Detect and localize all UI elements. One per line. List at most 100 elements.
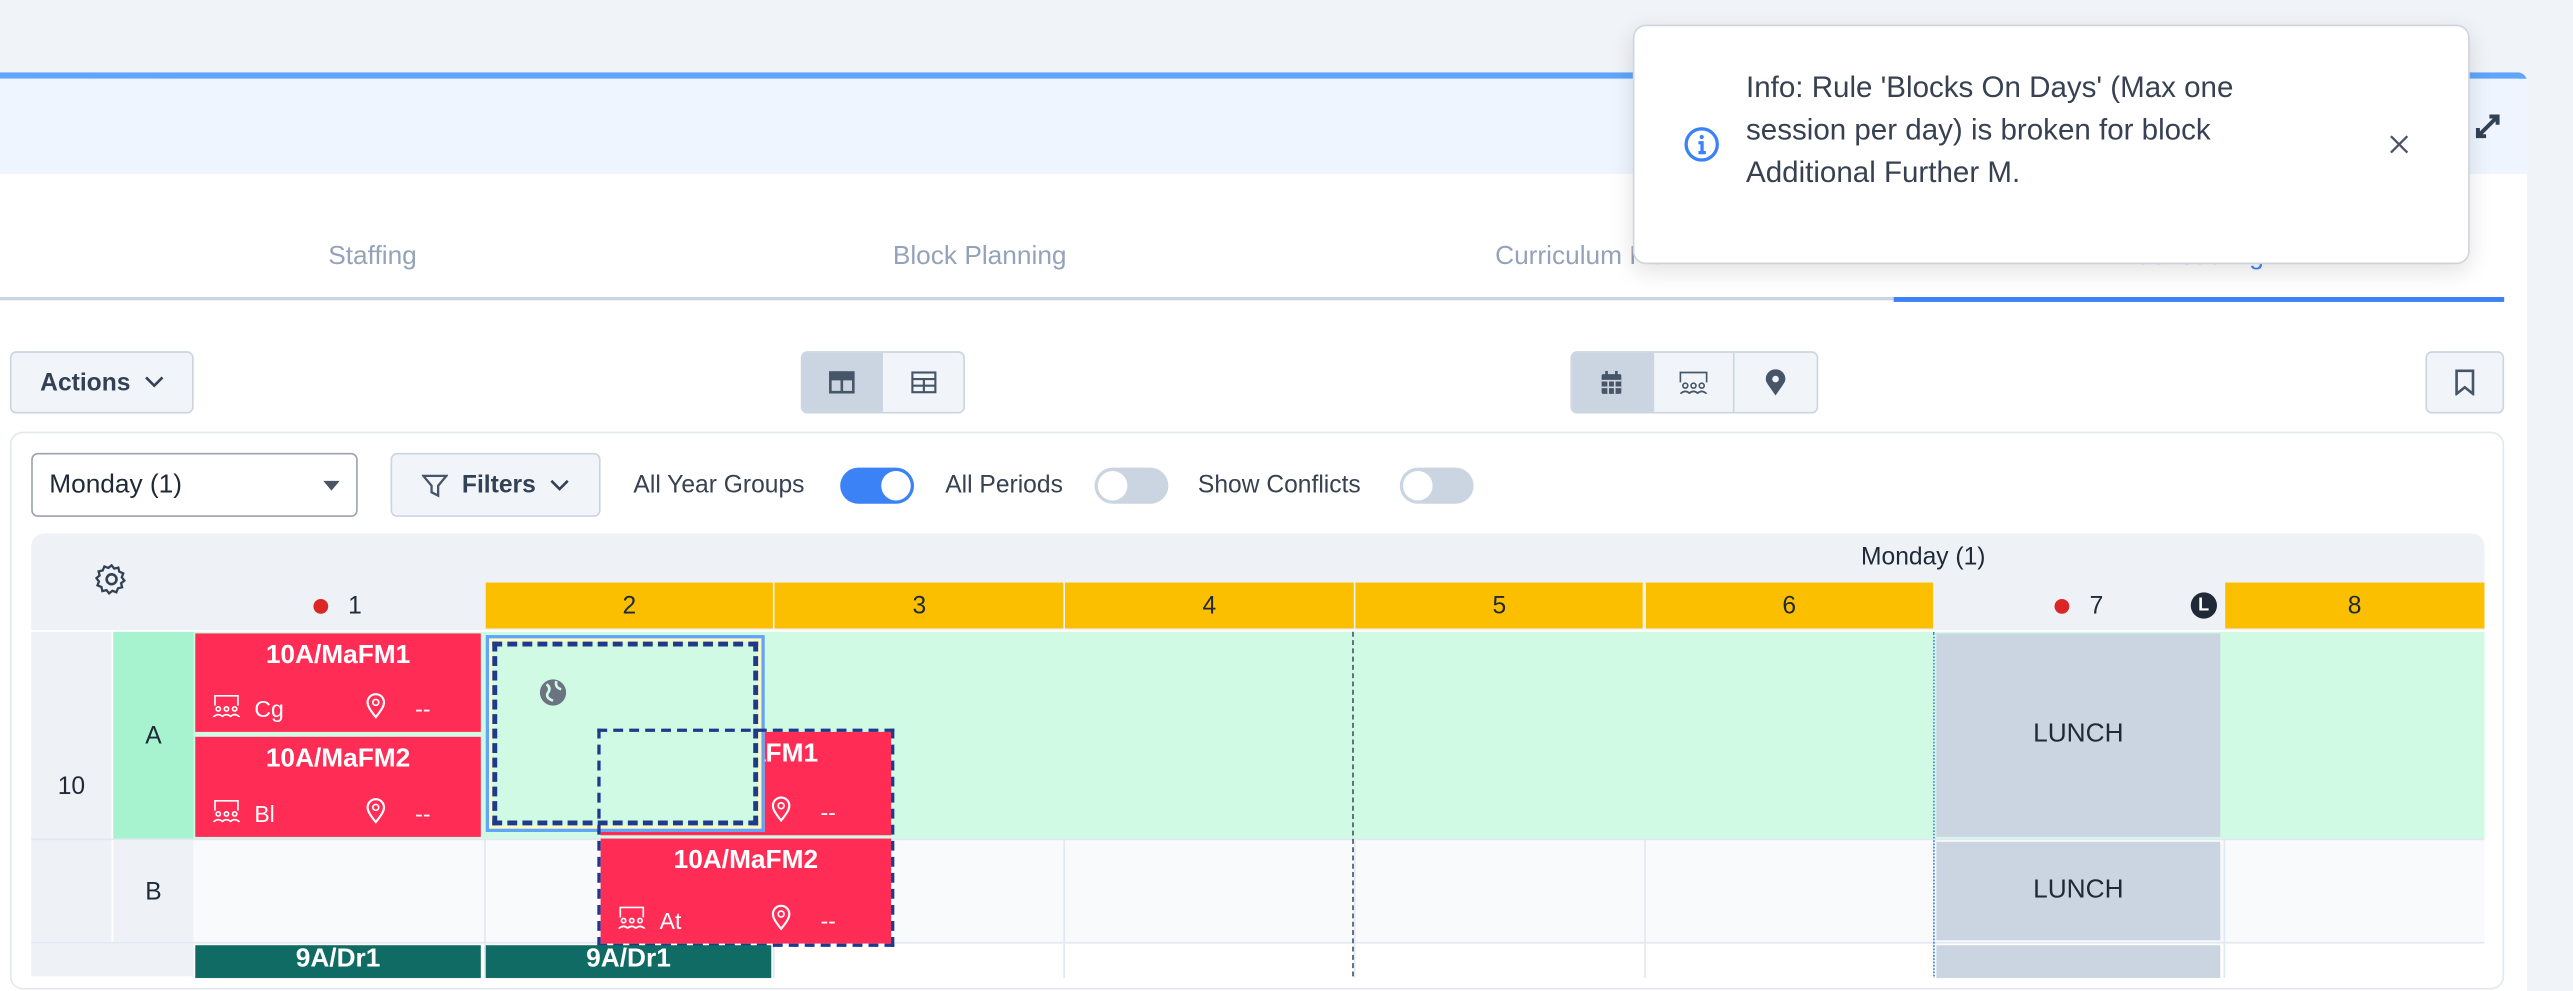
session-group: At: [659, 906, 682, 933]
day-select[interactable]: Monday (1): [31, 452, 358, 517]
period-header-2: 2: [485, 582, 774, 629]
grid-line: [1643, 840, 1646, 979]
grid-view-button[interactable]: [802, 352, 883, 412]
period-header-5: 5: [1355, 582, 1644, 629]
calendar-icon: [1602, 370, 1622, 394]
lunch-divider: [1933, 631, 1935, 977]
map-pin-icon: [1765, 369, 1786, 396]
mode-toggle[interactable]: [1570, 351, 1819, 414]
filters-button[interactable]: Filters: [390, 452, 601, 517]
session-card-next[interactable]: 9A/Dr1: [195, 945, 481, 979]
session-room: --: [820, 906, 836, 933]
map-pin-icon: [771, 796, 791, 827]
session-room: --: [415, 799, 431, 827]
table-alt-icon: [910, 371, 936, 394]
period-label: 7: [2089, 591, 2104, 620]
class-group-icon: [1679, 371, 1708, 394]
grid-line: [483, 840, 486, 979]
session-room: --: [415, 694, 431, 722]
session-title: 10A/MaFM2: [673, 846, 819, 875]
lunch-cell-a: LUNCH: [1936, 633, 2221, 837]
all-year-groups-label: All Year Groups: [633, 470, 805, 499]
tab-block-planning[interactable]: Block Planning: [892, 242, 1067, 271]
period-header-1: 1: [193, 582, 482, 629]
grid-line: [1063, 840, 1066, 979]
active-tab-indicator: [1893, 297, 2505, 302]
layout-toggle[interactable]: [800, 351, 965, 414]
bookmark-button[interactable]: [2425, 351, 2505, 414]
lunch-cell-b: LUNCH: [1936, 841, 2221, 941]
groups-mode-button[interactable]: [1654, 352, 1736, 412]
grid-line: [31, 838, 2485, 841]
filters-label: Filters: [461, 470, 536, 499]
caret-down-icon: [323, 480, 340, 499]
close-icon[interactable]: [2389, 135, 2409, 155]
tab-divider: [0, 297, 2505, 301]
conflict-dot-icon: [2055, 598, 2070, 613]
all-periods-label: All Periods: [945, 470, 1063, 499]
session-card[interactable]: 10A/MaFM1 Cg --: [195, 633, 481, 732]
all-periods-toggle[interactable]: [1094, 467, 1169, 504]
toast-message: Info: Rule 'Blocks On Days' (Max one ses…: [1746, 70, 2234, 189]
lunch-cell-next: [1936, 945, 2221, 979]
info-toast: Info: Rule 'Blocks On Days' (Max one ses…: [1632, 24, 2470, 265]
period-label: 3: [912, 591, 927, 620]
period-label: 2: [622, 591, 637, 620]
calendar-mode-button[interactable]: [1572, 352, 1654, 412]
period-header-6: 6: [1645, 582, 1934, 629]
session-group: Bl: [254, 799, 275, 827]
session-room: --: [820, 798, 836, 825]
row-label-a: A: [113, 631, 194, 839]
globe-icon: [539, 679, 567, 706]
grid-line: [1353, 840, 1356, 979]
class-group-icon: [212, 799, 242, 827]
grid-line: [31, 941, 2485, 944]
session-title: 10A/MaFM1: [265, 641, 411, 670]
divider-line: [1352, 631, 1354, 977]
all-year-groups-toggle[interactable]: [840, 467, 915, 504]
info-icon: [1684, 127, 1719, 162]
map-pin-icon: [366, 693, 386, 724]
period-label: 4: [1202, 591, 1217, 620]
session-card[interactable]: 10A/MaFM2 At --: [600, 838, 892, 944]
period-label: 8: [2347, 591, 2362, 620]
period-label: 1: [348, 591, 362, 620]
session-card-next[interactable]: 9A/Dr1: [485, 945, 772, 979]
period-header-8: 8: [2225, 582, 2485, 629]
year-label: 10: [31, 631, 112, 942]
lunch-badge-icon: L: [2190, 592, 2217, 619]
show-conflicts-label: Show Conflicts: [1197, 470, 1361, 499]
day-select-value: Monday (1): [49, 470, 183, 499]
map-pin-icon: [366, 798, 386, 829]
tab-staffing[interactable]: Staffing: [328, 242, 417, 271]
rooms-mode-button[interactable]: [1735, 353, 1816, 412]
next-year-label: [31, 943, 194, 977]
map-pin-icon: [771, 904, 791, 935]
actions-label: Actions: [40, 368, 131, 397]
session-title: 10A/MaFM2: [265, 745, 411, 773]
dragged-sessions[interactable]: [597, 728, 895, 947]
class-group-icon: [212, 694, 242, 722]
drop-target[interactable]: [485, 635, 765, 832]
actions-button[interactable]: Actions: [9, 351, 194, 414]
period-header-3: 3: [775, 582, 1064, 629]
table-icon: [829, 371, 855, 394]
day-header: Monday (1): [1860, 543, 1986, 572]
grid-settings-icon[interactable]: [94, 563, 128, 604]
session-group: Cg: [254, 694, 284, 722]
show-conflicts-toggle[interactable]: [1399, 467, 1474, 504]
period-label: 6: [1782, 591, 1797, 620]
class-group-icon: [617, 906, 647, 934]
list-view-button[interactable]: [883, 353, 963, 412]
grid-line: [2223, 840, 2226, 979]
bookmark-icon: [2455, 369, 2475, 396]
chevron-down-icon: [144, 376, 163, 388]
period-label: 5: [1492, 591, 1507, 620]
filter-icon: [422, 473, 449, 497]
conflict-dot-icon: [313, 598, 329, 613]
expand-icon[interactable]: [2471, 110, 2504, 151]
chevron-down-icon: [549, 479, 568, 491]
period-header-4: 4: [1065, 582, 1354, 629]
session-card[interactable]: 10A/MaFM2 Bl --: [195, 736, 481, 837]
